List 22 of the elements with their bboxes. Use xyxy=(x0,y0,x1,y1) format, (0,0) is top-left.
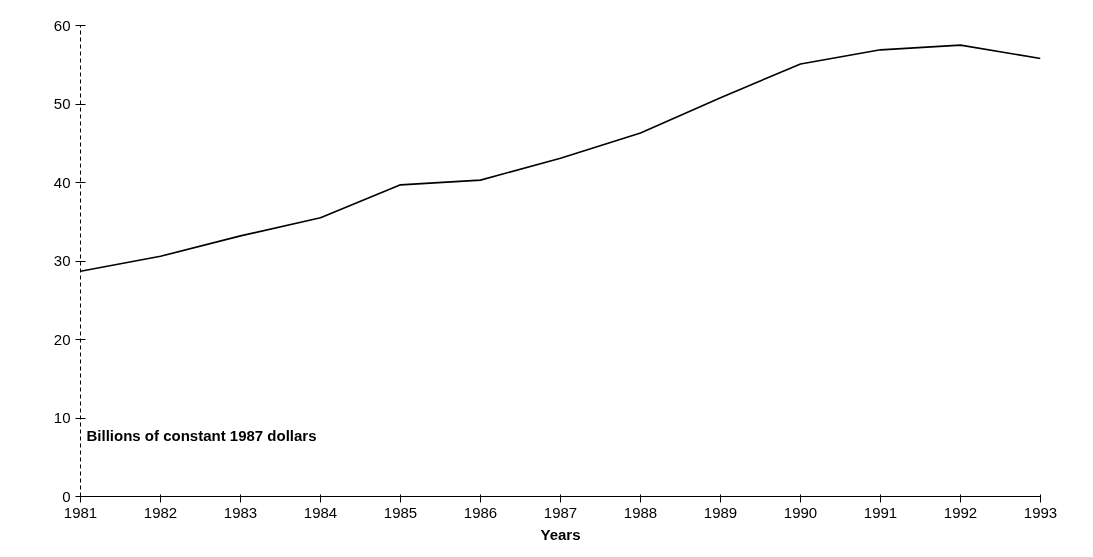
x-tick-label: 1992 xyxy=(943,503,978,521)
x-tick-label: 1983 xyxy=(223,503,258,521)
y-tick-label: 40 xyxy=(53,173,71,191)
x-tick-label: 1988 xyxy=(623,503,658,521)
x-tick-label: 1985 xyxy=(383,503,418,521)
x-tick-label: 1991 xyxy=(863,503,898,521)
x-tick-label: 1987 xyxy=(543,503,578,521)
x-tick-label: 1986 xyxy=(463,503,498,521)
y-tick-label: 50 xyxy=(53,95,71,112)
x-tick-label: 1990 xyxy=(783,503,818,521)
y-tick-label: 0 xyxy=(62,487,71,505)
y-tick-label: 20 xyxy=(53,330,71,348)
y-axis-title: Billions of constant 1987 dollars xyxy=(86,426,317,444)
x-tick-label: 1981 xyxy=(63,503,98,521)
y-tick-label: 10 xyxy=(53,409,71,426)
x-tick-label: 1982 xyxy=(143,503,178,521)
y-tick-label: 30 xyxy=(53,252,71,269)
x-tick-label: 1989 xyxy=(703,503,738,521)
y-tick-label: 60 xyxy=(53,16,71,34)
x-tick-label: 1993 xyxy=(1023,503,1058,521)
x-axis-title: Years xyxy=(540,525,581,543)
x-tick-label: 1984 xyxy=(303,503,338,521)
